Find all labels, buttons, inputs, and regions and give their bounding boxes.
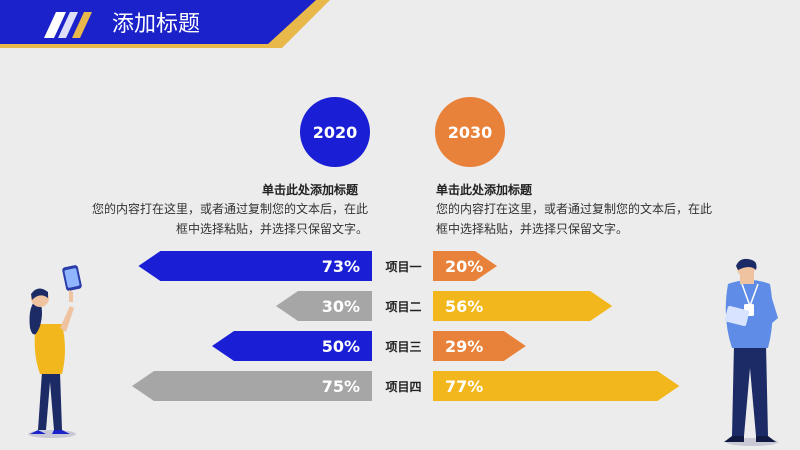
year-circle-2030: 2030 — [435, 97, 505, 167]
bar-2020-4 — [132, 371, 372, 401]
woman-with-tablet-illustration — [28, 265, 82, 438]
data-label-2020-2: 30% — [322, 297, 360, 316]
bar-2020-3 — [212, 331, 372, 361]
bar-2020-1 — [138, 251, 372, 281]
bar-2030-1 — [433, 251, 497, 281]
man-with-badge-illustration — [724, 258, 778, 446]
category-label-3: 项目三 — [385, 340, 421, 354]
data-label-2020-4: 75% — [322, 377, 360, 396]
right-desc-line1: 您的内容打在这里，或者通过复制您的文本后，在此 — [436, 202, 713, 216]
category-label-4: 项目四 — [385, 380, 421, 394]
left-heading: 单击此处添加标题 — [262, 183, 359, 197]
page-title: 添加标题 — [112, 12, 201, 37]
bar-2020-2 — [276, 291, 372, 321]
data-label-2030-3: 29% — [445, 337, 483, 356]
bar-2030-2 — [433, 291, 613, 321]
right-description: 您的内容打在这里，或者通过复制您的文本后，在此 框中选择粘贴，并选择只保留文字。 — [436, 199, 776, 239]
data-label-2030-2: 56% — [445, 297, 483, 316]
left-desc-line2: 框中选择粘贴，并选择只保留文字。 — [175, 222, 368, 236]
data-label-2020-3: 50% — [322, 337, 360, 356]
data-label-2020-1: 73% — [322, 257, 360, 276]
logo-slash-gold — [72, 12, 92, 38]
data-label-2030-4: 77% — [445, 377, 483, 396]
left-description: 您的内容打在这里，或者通过复制您的文本后，在此 框中选择粘贴，并选择只保留文字。 — [60, 199, 368, 239]
left-desc-line1: 您的内容打在这里，或者通过复制您的文本后，在此 — [91, 202, 368, 216]
header-banner — [0, 0, 330, 48]
right-heading: 单击此处添加标题 — [436, 183, 533, 197]
category-label-2: 项目二 — [385, 300, 421, 314]
bar-2030-4 — [433, 371, 680, 401]
bar-2030-3 — [433, 331, 526, 361]
year-circle-2020: 2020 — [300, 97, 370, 167]
category-label-1: 项目一 — [385, 260, 421, 274]
data-label-2030-1: 20% — [445, 257, 483, 276]
logo-slash-white-1 — [44, 12, 66, 38]
logo-slash-white-2 — [58, 12, 78, 38]
right-desc-line2: 框中选择粘贴，并选择只保留文字。 — [436, 222, 629, 236]
